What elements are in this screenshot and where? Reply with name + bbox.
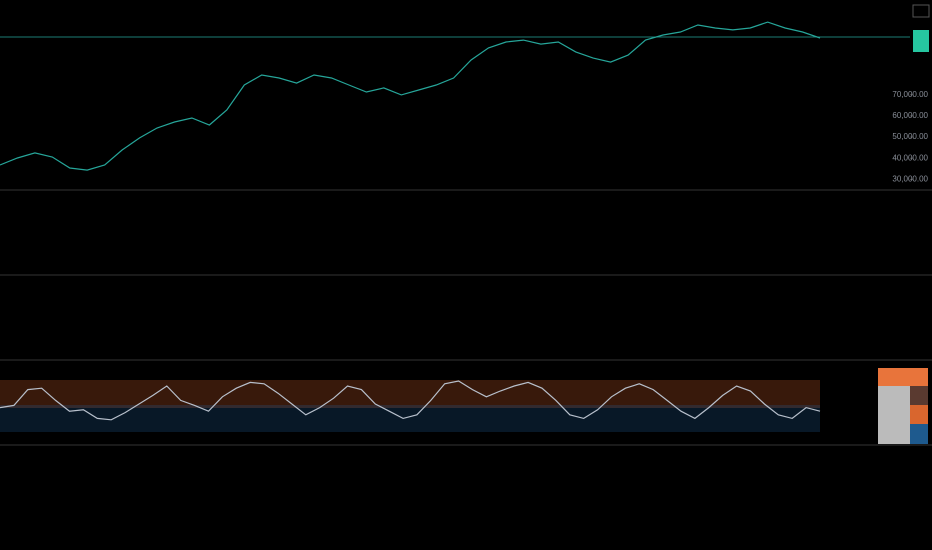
table-cell (910, 405, 928, 424)
table-cell (910, 368, 928, 386)
data-line (0, 380, 821, 421)
oversold-band (0, 405, 820, 432)
table-cell (878, 405, 910, 424)
table-cell (878, 424, 910, 444)
info-table (878, 368, 928, 444)
overbought-band (0, 380, 820, 408)
y-tick-label: 70,000.00 (892, 90, 928, 99)
y-tick-label: 60,000.00 (892, 111, 928, 120)
data-line (0, 21, 821, 171)
last-price-tag (913, 30, 929, 52)
table-cell (910, 386, 928, 405)
table-cell (878, 386, 910, 405)
y-tick-label: 40,000.00 (892, 153, 928, 162)
currency-button[interactable] (912, 4, 930, 18)
y-tick-label: 50,000.00 (892, 132, 928, 141)
table-cell (878, 368, 910, 386)
y-tick-label: 30,000.00 (892, 175, 928, 184)
table-cell (910, 424, 928, 444)
